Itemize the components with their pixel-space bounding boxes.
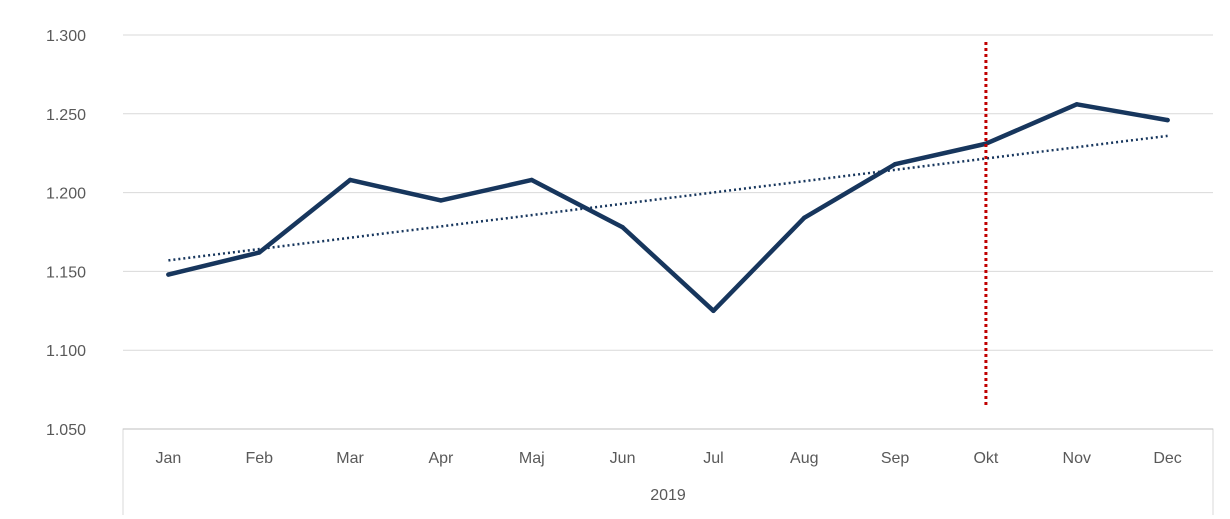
data-point bbox=[529, 177, 534, 183]
y-tick-label: 1.200 bbox=[46, 186, 86, 203]
data-point bbox=[438, 198, 444, 203]
data-point bbox=[620, 225, 625, 230]
data-point bbox=[1165, 117, 1170, 123]
x-tick-label: Sep bbox=[881, 450, 910, 467]
trendline bbox=[168, 134, 1168, 262]
data-point bbox=[347, 177, 353, 183]
x-tick-label: Jan bbox=[156, 450, 182, 467]
x-tick-label: Mar bbox=[336, 450, 364, 467]
x-tick-label: Jun bbox=[610, 450, 636, 467]
x-tick-label: Jul bbox=[703, 450, 723, 467]
y-axis-tick-labels: 1.050 1.100 1.150 1.200 1.250 1.300 bbox=[46, 28, 86, 439]
data-point bbox=[711, 308, 716, 313]
x-tick-label: Nov bbox=[1063, 450, 1091, 467]
x-tick-label: Dec bbox=[1153, 450, 1181, 467]
y-tick-label: 1.300 bbox=[46, 28, 86, 45]
y-tick-label: 1.050 bbox=[46, 422, 86, 439]
series-layer bbox=[166, 102, 1170, 314]
trendline-layer bbox=[168, 134, 1168, 262]
x-tick-label: Okt bbox=[973, 450, 998, 467]
x-tick-label: Apr bbox=[428, 450, 454, 467]
x-axis: Jan Feb Mar Apr Maj Jun Jul Aug Sep Okt Nov Dec 2019 bbox=[122, 428, 1214, 515]
data-point bbox=[1074, 102, 1079, 107]
x-tick-label: Aug bbox=[790, 450, 818, 467]
gridlines bbox=[123, 34, 1213, 351]
x-tick-label: Maj bbox=[519, 450, 545, 467]
y-tick-label: 1.250 bbox=[46, 107, 86, 124]
y-tick-label: 1.100 bbox=[46, 343, 86, 360]
x-tick-label: Feb bbox=[245, 450, 273, 467]
series-line bbox=[166, 102, 1170, 314]
data-point bbox=[166, 272, 171, 277]
y-tick-label: 1.150 bbox=[46, 264, 86, 281]
data-point bbox=[892, 162, 898, 167]
data-point bbox=[257, 250, 262, 255]
data-point bbox=[802, 215, 807, 221]
x-group-label: 2019 bbox=[650, 487, 686, 504]
